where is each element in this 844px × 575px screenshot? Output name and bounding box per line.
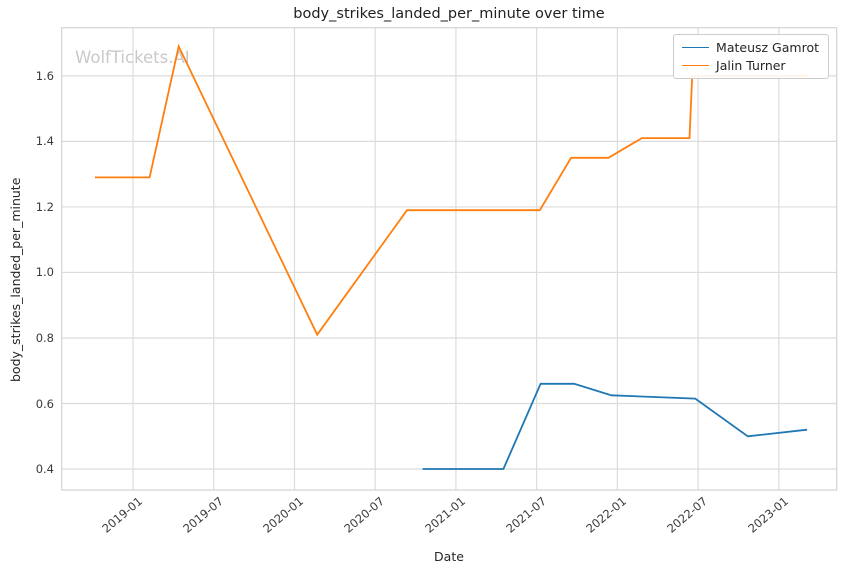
y-tick-label: 1.0 [35,265,54,280]
legend-line-sample [682,47,710,48]
watermark: WolfTickets.AI [75,48,190,67]
x-axis-label: Date [434,549,464,564]
legend-label: Jalin Turner [716,58,786,73]
y-tick-label: 0.4 [35,462,54,477]
y-tick-label: 1.6 [35,68,54,83]
plot-border [61,27,838,491]
legend-line-sample [682,65,710,66]
y-tick-label: 0.6 [35,396,54,411]
legend: Mateusz Gamrot Jalin Turner [673,34,829,79]
series-line-jalin-turner [94,43,808,337]
legend-label: Mateusz Gamrot [716,40,819,55]
series-line-mateusz-gamrot [422,382,808,470]
y-tick-label: 1.2 [35,199,54,214]
y-tick-label: 0.8 [35,330,54,345]
y-tick-label: 1.4 [35,134,54,149]
legend-item: Mateusz Gamrot [682,40,819,55]
chart-title: body_strikes_landed_per_minute over time [293,6,605,22]
legend-item: Jalin Turner [682,58,819,73]
